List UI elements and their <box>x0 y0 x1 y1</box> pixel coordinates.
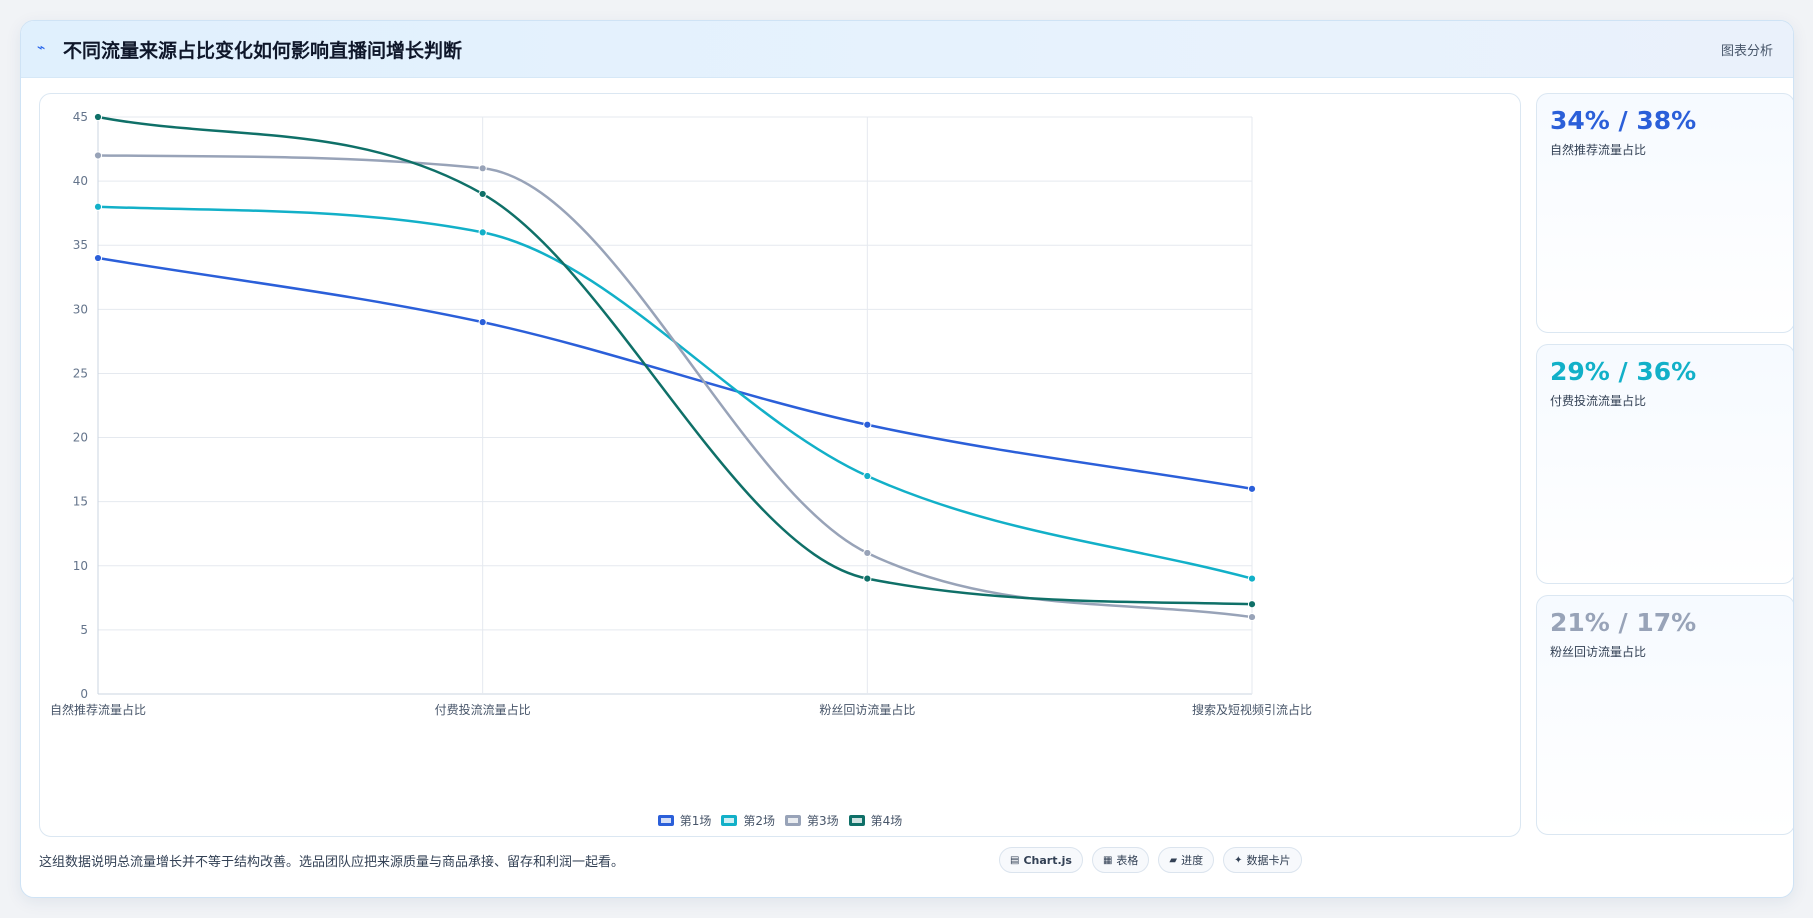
legend-item[interactable]: 第1场 <box>657 812 712 829</box>
series-line-3 <box>97 154 1253 619</box>
data-point <box>863 574 872 583</box>
pill-label: 进度 <box>1181 854 1204 867</box>
legend-item[interactable]: 第2场 <box>721 812 775 829</box>
data-point <box>478 228 487 237</box>
x-tick-label: 自然推荐流量占比 <box>50 702 146 717</box>
legend-swatch <box>848 814 865 826</box>
data-point <box>1247 484 1257 493</box>
x-tick-label: 搜索及短视频引流占比 <box>1192 702 1312 717</box>
legend-label: 第2场 <box>743 813 775 828</box>
data-point <box>1247 600 1257 609</box>
pill-label: 数据卡片 <box>1246 854 1291 867</box>
data-point <box>93 202 103 211</box>
progress-button[interactable]: ▰ 进度 <box>1158 847 1215 873</box>
line-chart: 0 5 10 15 20 25 30 35 40 45 自然推荐流量占比 付费投流流量占比 粉丝回访流量… <box>50 110 1312 717</box>
x-tick-label: 付费投流流量占比 <box>435 702 531 717</box>
series-line-1 <box>97 256 1253 491</box>
stat-label: 粉丝回访流量占比 <box>1550 645 1647 659</box>
data-point <box>478 189 487 199</box>
chart-panel: 0 5 10 15 20 25 30 35 40 45 自然推荐流量占比 付费投流流量占比 粉丝回访流量… <box>39 93 1521 837</box>
chart-card: ⌁ 不同流量来源占比变化如何影响直播间增长判断 图表分析 0 5 10 15 20 25 3… <box>20 20 1794 898</box>
legend-label: 第3场 <box>807 813 839 828</box>
y-tick-label: 35 <box>73 238 88 252</box>
x-tick-label: 粉丝回访流量占比 <box>819 702 915 717</box>
footer-actions: ▤ Chart.js ▦ 表格 ▰ 进度 ✦ 数据卡片 <box>999 847 1302 873</box>
pill-label: 表格 <box>1116 854 1139 867</box>
legend-item[interactable]: 第4场 <box>848 812 903 829</box>
data-point <box>93 253 103 263</box>
chart-legend: 第1场 第2场 第3场 第4场 <box>40 810 1520 830</box>
card-icon: ✦ <box>1234 854 1243 866</box>
data-point <box>1247 574 1257 583</box>
data-point <box>863 420 872 429</box>
legend-swatch <box>657 814 674 826</box>
stat-card-natural: 34% / 38% 自然推荐流量占比 <box>1536 93 1793 333</box>
pill-label: Chart.js <box>1023 853 1072 867</box>
data-point <box>93 112 103 122</box>
y-tick-label: 30 <box>73 302 88 316</box>
data-point <box>863 548 872 558</box>
table-button[interactable]: ▦ 表格 <box>1091 847 1150 873</box>
stat-card-paid: 29% / 36% 付费投流流量占比 <box>1536 344 1793 584</box>
data-point <box>478 318 487 327</box>
chartjs-button[interactable]: ▤ Chart.js <box>999 847 1083 873</box>
stat-value: 21% / 17% <box>1550 608 1697 637</box>
legend-item[interactable]: 第3场 <box>785 812 839 829</box>
chart-analysis-tag[interactable]: 图表分析 <box>1720 44 1773 59</box>
card-header: ⌁ 不同流量来源占比变化如何影响直播间增长判断 图表分析 <box>21 21 1793 78</box>
y-tick-label: 20 <box>73 431 88 445</box>
page-title: 不同流量来源占比变化如何影响直播间增长判断 <box>63 40 463 62</box>
stat-card-fans: 21% / 17% 粉丝回访流量占比 <box>1536 595 1793 835</box>
stat-label: 自然推荐流量占比 <box>1550 143 1647 157</box>
chart-icon: ▤ <box>1010 854 1020 866</box>
stat-label: 付费投流流量占比 <box>1550 394 1647 408</box>
legend-swatch <box>721 814 738 826</box>
y-tick-label: 5 <box>80 623 88 637</box>
y-tick-label: 40 <box>73 174 88 188</box>
legend-label: 第1场 <box>679 813 712 828</box>
data-point <box>863 471 872 481</box>
data-point <box>1247 612 1257 622</box>
series-line-2 <box>97 205 1253 580</box>
stat-value: 29% / 36% <box>1550 357 1697 386</box>
data-card-button[interactable]: ✦ 数据卡片 <box>1223 847 1302 873</box>
progress-icon: ▰ <box>1169 854 1178 866</box>
footer-note: 这组数据说明总流量增长并不等于结构改善。选品团队应把来源质量与商品承接、留存和利… <box>39 855 625 870</box>
y-tick-label: 25 <box>73 366 88 380</box>
trend-icon: ⌁ <box>37 40 46 56</box>
data-point <box>93 151 103 160</box>
legend-label: 第4场 <box>870 813 903 828</box>
y-tick-label: 45 <box>73 110 88 124</box>
stat-value: 34% / 38% <box>1550 106 1697 135</box>
legend-swatch <box>785 814 801 826</box>
y-tick-label: 15 <box>73 495 88 509</box>
series-line-4 <box>97 115 1253 606</box>
y-tick-label: 0 <box>80 687 88 701</box>
y-tick-label: 10 <box>73 559 88 573</box>
data-point <box>478 164 487 173</box>
table-icon: ▦ <box>1102 854 1113 866</box>
